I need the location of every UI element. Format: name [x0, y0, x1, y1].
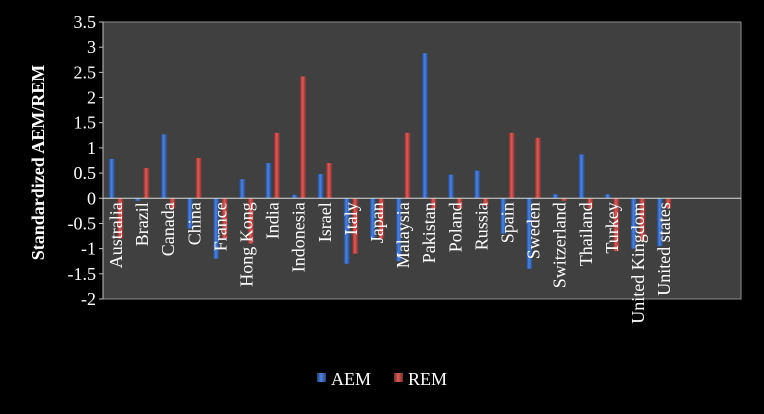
bar-aem	[578, 154, 585, 199]
y-tick-label: 3	[87, 37, 96, 57]
x-tick-label: India	[263, 202, 283, 239]
legend-label-aem: AEM	[331, 369, 371, 389]
x-tick-label: Pakistan	[419, 202, 439, 263]
x-tick-label: Russia	[471, 202, 491, 250]
x-tick-label: Thailand	[576, 202, 596, 266]
x-tick-label: Israel	[315, 202, 335, 242]
bar-rem	[430, 198, 437, 209]
bar-rem	[482, 198, 489, 206]
y-tick-label: -1	[81, 239, 96, 259]
bar-aem	[239, 179, 246, 199]
bar-aem	[604, 194, 611, 199]
bar-aem	[630, 198, 637, 249]
x-tick-label: Spain	[498, 202, 518, 243]
x-tick-label: Brazil	[132, 202, 152, 246]
x-tick-label: Switzerland	[550, 202, 570, 288]
bar-rem	[351, 198, 359, 254]
bar-rem	[169, 198, 176, 209]
bar-aem	[395, 198, 403, 262]
bar-rem	[612, 198, 620, 252]
bar-rem	[534, 137, 542, 199]
y-tick-label: -2	[81, 289, 96, 309]
bar-rem	[456, 198, 463, 209]
x-tick-label: United Kingdom	[628, 202, 648, 323]
bar-aem	[526, 198, 533, 269]
x-tick-label: Australia	[106, 202, 126, 268]
bar-rem	[299, 76, 307, 199]
bar-aem	[186, 198, 194, 229]
bar-aem	[160, 134, 168, 199]
x-tick-label: Canada	[158, 202, 178, 256]
legend-swatch-aem	[317, 373, 326, 382]
bar-aem	[656, 198, 664, 247]
x-tick-label: France	[210, 202, 230, 251]
legend-swatch-rem	[394, 373, 403, 382]
bar-aem	[500, 198, 507, 234]
x-tick-label: Indonesia	[289, 202, 309, 272]
y-axis-title: Standardized AEM/REM	[28, 65, 48, 261]
x-tick-label: Italy	[341, 202, 361, 235]
bar-rem	[325, 163, 333, 199]
bar-aem	[421, 53, 429, 199]
bar-aem	[291, 194, 298, 199]
bar-rem	[378, 198, 385, 239]
y-tick-label: 0	[87, 188, 96, 208]
bar-aem	[108, 158, 115, 199]
bar-aem	[317, 174, 324, 199]
bar-aem	[212, 198, 220, 259]
bar-rem	[195, 157, 202, 199]
bar-rem	[508, 132, 515, 199]
x-tick-label: Sweden	[524, 202, 544, 259]
x-tick-label: United states	[654, 202, 674, 295]
bar-rem	[560, 198, 568, 201]
x-tick-label: Malaysia	[393, 202, 413, 268]
bar-aem	[552, 194, 559, 199]
bar-rem	[221, 198, 228, 239]
bar-aem	[473, 170, 481, 199]
x-tick-label: Hong Kong	[237, 202, 257, 286]
bar-rem	[273, 132, 281, 199]
x-tick-label: China	[184, 202, 204, 245]
bar-aem	[134, 198, 142, 201]
y-tick-label: -0.5	[68, 213, 97, 233]
y-tick-label: 0.5	[74, 163, 97, 183]
bar-rem	[586, 198, 594, 209]
bar-rem	[117, 198, 124, 239]
bar-rem	[665, 198, 672, 209]
bar-rem	[404, 132, 411, 199]
x-tick-label: Japan	[367, 202, 387, 243]
y-tick-label: 2	[87, 88, 96, 108]
legend: AEM REM	[317, 369, 447, 389]
legend-label-rem: REM	[408, 369, 447, 389]
x-tick-label: Poland	[445, 202, 465, 252]
bar-aem	[447, 174, 455, 199]
bar-rem	[143, 168, 150, 199]
x-tick-label: Turkey	[602, 202, 622, 253]
bar-rem	[639, 198, 646, 242]
bar-aem	[369, 198, 376, 239]
y-tick-label: 2.5	[74, 62, 97, 82]
bar-aem	[343, 198, 350, 264]
y-tick-label: -1.5	[68, 264, 97, 284]
y-tick-label: 3.5	[74, 12, 97, 32]
y-tick-label: 1	[87, 138, 96, 158]
bar-rem	[247, 198, 254, 244]
bar-aem	[265, 163, 272, 199]
y-tick-label: 1.5	[74, 113, 97, 133]
